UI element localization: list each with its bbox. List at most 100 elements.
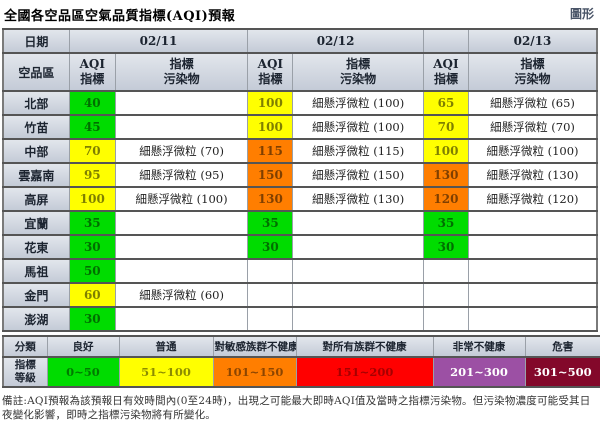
pollutant-cell bbox=[114, 114, 249, 140]
aqi-forecast-table: 日期 02/11 02/12 02/13 空品區 AQI 指標 指標 污染物 A… bbox=[2, 28, 598, 332]
pollutant-col-header-2: 指標 污染物 bbox=[292, 52, 424, 92]
pollutant-cell bbox=[468, 258, 598, 284]
legend-level-label: 指標 等級 bbox=[2, 355, 48, 389]
pollutant-cell: 細懸浮微粒 (100) bbox=[292, 90, 424, 116]
region-header-label: 空品區 bbox=[2, 52, 70, 92]
pollutant-cell: 細懸浮微粒 (130) bbox=[292, 186, 424, 212]
date-header-row: 日期 02/11 02/12 02/13 bbox=[2, 28, 598, 54]
table-row: 金門 60 細懸浮微粒 (60) bbox=[2, 282, 598, 308]
legend-range-cell: 51~100 bbox=[118, 355, 214, 389]
region-cell: 雲嘉南 bbox=[2, 162, 70, 188]
pollutant-cell bbox=[292, 306, 424, 332]
aqi-cell: 65 bbox=[422, 90, 470, 116]
table-row: 馬祖 50 bbox=[2, 258, 598, 284]
region-cell: 馬祖 bbox=[2, 258, 70, 284]
aqi-cell bbox=[422, 282, 470, 308]
region-cell: 金門 bbox=[2, 282, 70, 308]
legend-category-cell: 對所有族群不健康 bbox=[295, 335, 434, 358]
aqi-cell: 100 bbox=[247, 114, 294, 140]
aqi-cell: 95 bbox=[68, 162, 116, 188]
date-spacer-cell bbox=[422, 28, 470, 54]
aqi-cell: 100 bbox=[422, 138, 470, 164]
pollutant-cell bbox=[468, 210, 598, 236]
aqi-cell: 115 bbox=[247, 138, 294, 164]
legend-category-cell: 危害 bbox=[524, 335, 600, 358]
aqi-cell: 50 bbox=[68, 258, 116, 284]
aqi-cell: 70 bbox=[68, 138, 116, 164]
aqi-cell: 35 bbox=[422, 210, 470, 236]
legend-range-cell: 101~150 bbox=[212, 355, 297, 389]
legend-range-cell: 301~500 bbox=[524, 355, 600, 389]
pollutant-cell bbox=[114, 90, 249, 116]
pollutant-cell bbox=[468, 306, 598, 332]
pollutant-cell: 細懸浮微粒 (100) bbox=[292, 114, 424, 140]
pollutant-cell: 細懸浮微粒 (100) bbox=[468, 138, 598, 164]
aqi-cell: 150 bbox=[247, 162, 294, 188]
table-row: 高屏 100 細懸浮微粒 (100) 130 細懸浮微粒 (130) 120 細懸浮微粒 (… bbox=[2, 186, 598, 212]
pollutant-cell: 細懸浮微粒 (60) bbox=[114, 282, 249, 308]
legend-category-row: 分類 良好 普通 對敏感族群不健康 對所有族群不健康 非常不健康 危害 bbox=[2, 335, 600, 358]
pollutant-cell: 細懸浮微粒 (130) bbox=[468, 162, 598, 188]
aqi-cell: 35 bbox=[68, 210, 116, 236]
table-row: 北部 40 100 細懸浮微粒 (100) 65 細懸浮微粒 (65) bbox=[2, 90, 598, 116]
legend-category-cell: 非常不健康 bbox=[432, 335, 526, 358]
pollutant-cell: 細懸浮微粒 (115) bbox=[292, 138, 424, 164]
region-cell: 高屏 bbox=[2, 186, 70, 212]
legend-range-row: 指標 等級 0~50 51~100 101~150 151~200 201~300 301… bbox=[2, 355, 600, 389]
table-row: 花東 30 30 30 bbox=[2, 234, 598, 260]
pollutant-cell: 細懸浮微粒 (70) bbox=[114, 138, 249, 164]
region-cell: 竹苗 bbox=[2, 114, 70, 140]
region-cell: 中部 bbox=[2, 138, 70, 164]
aqi-cell: 40 bbox=[68, 90, 116, 116]
aqi-cell: 45 bbox=[68, 114, 116, 140]
aqi-cell: 120 bbox=[422, 186, 470, 212]
pollutant-cell bbox=[114, 234, 249, 260]
aqi-cell: 130 bbox=[422, 162, 470, 188]
table-row: 竹苗 45 100 細懸浮微粒 (100) 70 細懸浮微粒 (70) bbox=[2, 114, 598, 140]
legend-category-cell: 良好 bbox=[46, 335, 120, 358]
region-cell: 北部 bbox=[2, 90, 70, 116]
aqi-cell: 100 bbox=[68, 186, 116, 212]
legend-category-label: 分類 bbox=[2, 335, 48, 358]
pollutant-cell bbox=[292, 258, 424, 284]
date-col-3: 02/13 bbox=[468, 28, 598, 54]
date-header-label: 日期 bbox=[2, 28, 70, 54]
aqi-table-body: 北部 40 100 細懸浮微粒 (100) 65 細懸浮微粒 (65) 竹苗 45 100 細懸浮… bbox=[2, 90, 598, 332]
page-title: 全國各空品區空氣品質指標(AQI)預報 bbox=[4, 9, 236, 24]
pollutant-cell bbox=[292, 210, 424, 236]
aqi-cell: 130 bbox=[247, 186, 294, 212]
region-cell: 澎湖 bbox=[2, 306, 70, 332]
pollutant-cell bbox=[114, 258, 249, 284]
footnote: 備註:AQI預報為該預報日有效時間內(0至24時)，出現之可能最大即時AQI值及… bbox=[2, 395, 591, 422]
pollutant-cell bbox=[468, 234, 598, 260]
pollutant-cell bbox=[292, 234, 424, 260]
region-cell: 花東 bbox=[2, 234, 70, 260]
aqi-cell bbox=[422, 306, 470, 332]
aqi-cell: 70 bbox=[422, 114, 470, 140]
aqi-col-header-2: AQI 指標 bbox=[247, 52, 294, 92]
aqi-cell: 30 bbox=[247, 234, 294, 260]
date-col-1: 02/11 bbox=[68, 28, 249, 54]
table-row: 雲嘉南 95 細懸浮微粒 (95) 150 細懸浮微粒 (150) 130 細懸浮微粒 (1… bbox=[2, 162, 598, 188]
aqi-cell bbox=[247, 306, 294, 332]
pollutant-cell: 細懸浮微粒 (120) bbox=[468, 186, 598, 212]
pollutant-cell: 細懸浮微粒 (65) bbox=[468, 90, 598, 116]
pollutant-cell bbox=[468, 282, 598, 308]
aqi-cell: 100 bbox=[247, 90, 294, 116]
aqi-cell bbox=[247, 282, 294, 308]
aqi-cell bbox=[422, 258, 470, 284]
table-row: 澎湖 30 bbox=[2, 306, 598, 332]
legend-category-cell: 普通 bbox=[118, 335, 214, 358]
aqi-cell: 35 bbox=[247, 210, 294, 236]
pollutant-col-header-3: 指標 污染物 bbox=[468, 52, 598, 92]
pollutant-cell bbox=[292, 282, 424, 308]
aqi-cell: 30 bbox=[68, 234, 116, 260]
aqi-cell: 60 bbox=[68, 282, 116, 308]
table-row: 中部 70 細懸浮微粒 (70) 115 細懸浮微粒 (115) 100 細懸浮微粒 (10… bbox=[2, 138, 598, 164]
aqi-cell: 30 bbox=[68, 306, 116, 332]
graphic-view-link[interactable]: 圖形 bbox=[569, 7, 594, 21]
pollutant-cell: 細懸浮微粒 (100) bbox=[114, 186, 249, 212]
pollutant-cell: 細懸浮微粒 (95) bbox=[114, 162, 249, 188]
pollutant-cell bbox=[114, 306, 249, 332]
pollutant-cell: 細懸浮微粒 (70) bbox=[468, 114, 598, 140]
